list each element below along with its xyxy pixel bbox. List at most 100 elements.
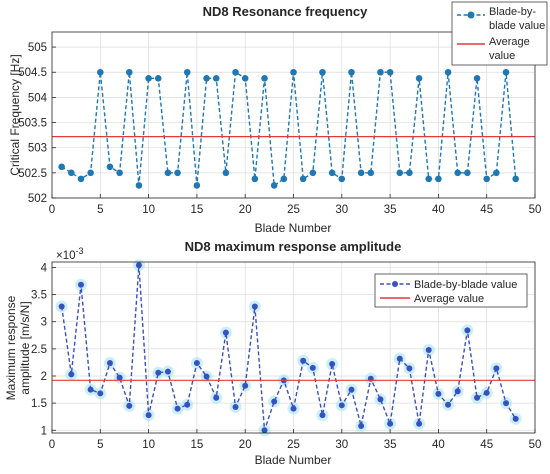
- x-tick-label: 0: [49, 439, 55, 451]
- y-tick-label: 504: [28, 92, 48, 104]
- x-tick-label: 40: [432, 439, 445, 451]
- data-point: [251, 303, 258, 310]
- y-tick-label: 2: [41, 371, 47, 383]
- legend-series-average-label: Average value: [414, 293, 484, 305]
- x-tick-label: 20: [239, 204, 252, 216]
- data-point: [174, 169, 181, 177]
- data-point: [106, 359, 113, 366]
- data-point: [348, 386, 355, 393]
- data-point: [183, 68, 191, 76]
- x-tick-label: 10: [142, 439, 155, 451]
- data-point: [106, 163, 114, 171]
- data-point: [213, 394, 220, 401]
- data-point: [145, 74, 152, 82]
- data-point: [271, 398, 278, 405]
- x-tick-label: 20: [239, 439, 252, 451]
- data-point: [503, 400, 510, 407]
- x-tick-label: 5: [97, 439, 103, 451]
- data-point: [203, 74, 210, 82]
- data-point: [77, 175, 85, 183]
- x-tick-label: 10: [142, 204, 155, 216]
- y-tick-label: 3.5: [31, 290, 47, 302]
- data-point: [58, 303, 65, 310]
- chart-amplitude-ylabel-line-2: amplitude [m/s/N]: [18, 301, 32, 394]
- x-tick-label: 50: [529, 204, 542, 216]
- data-point: [357, 169, 365, 177]
- chart-frequency-title: ND8 Resonance frequency: [203, 4, 368, 19]
- chart-amplitude-ylabel-group: Maximum response amplitude [m/s/N]: [4, 295, 32, 400]
- x-tick-label: 25: [287, 204, 300, 216]
- chart-frequency-ylabel: Critical Frequency [Hz]: [8, 54, 22, 175]
- chart-amplitude-xlabel: Blade Number: [255, 453, 332, 467]
- data-point: [406, 169, 413, 177]
- y-tick-label: 505: [28, 42, 47, 54]
- y-tick-label: 503: [28, 143, 47, 155]
- data-point: [464, 327, 471, 334]
- data-point: [435, 390, 442, 397]
- y-tick-label: 1.5: [31, 398, 47, 410]
- data-point: [184, 401, 191, 408]
- y-tick-label: 504.5: [18, 67, 47, 79]
- data-point: [222, 329, 229, 336]
- data-point: [444, 68, 452, 76]
- data-point: [348, 68, 355, 76]
- x-tick-label: 15: [191, 439, 204, 451]
- data-point: [174, 405, 181, 412]
- chart-amplitude-exponent: ×10-3: [56, 246, 84, 262]
- data-point: [415, 74, 423, 82]
- data-point: [203, 373, 210, 380]
- data-point: [97, 68, 104, 76]
- data-point: [454, 388, 461, 395]
- data-point: [241, 74, 249, 82]
- data-point: [435, 175, 442, 183]
- data-point: [474, 394, 481, 401]
- data-point: [280, 175, 288, 183]
- y-tick-label: 4: [41, 262, 48, 274]
- data-point: [77, 281, 84, 288]
- data-point: [87, 169, 94, 177]
- data-point: [193, 359, 200, 366]
- chart-amplitude-legend: Blade-by-blade value Average value: [374, 273, 528, 308]
- data-point: [473, 74, 481, 82]
- series-line-blade: [61, 71, 517, 187]
- data-point: [377, 68, 384, 76]
- data-point: [464, 169, 471, 177]
- data-point: [164, 169, 172, 177]
- y-tick-label: 1: [41, 425, 47, 437]
- data-point: [290, 68, 297, 76]
- data-point: [502, 68, 510, 76]
- chart-amplitude-title: ND8 maximum response amplitude: [185, 239, 402, 254]
- x-tick-label: 30: [335, 204, 348, 216]
- data-point: [261, 427, 268, 434]
- chart-frequency-ticks: 0 5 10 15 20 25 30 35 40 45 50 502 502.5 503 503.5 504 5…: [18, 42, 541, 216]
- data-point: [135, 182, 143, 189]
- data-point: [396, 169, 404, 177]
- x-tick-label: 35: [384, 204, 397, 216]
- x-tick-label: 0: [49, 204, 55, 216]
- data-point: [222, 169, 230, 177]
- data-point: [309, 364, 316, 371]
- data-point: [145, 412, 152, 419]
- y-tick-label: 502: [28, 193, 47, 205]
- data-point: [126, 402, 133, 409]
- data-point: [387, 420, 394, 427]
- data-point: [338, 402, 345, 409]
- data-point: [242, 382, 249, 389]
- data-point: [493, 365, 500, 372]
- data-point: [155, 369, 162, 376]
- data-point: [97, 390, 104, 397]
- chart-amplitude-ylabel-line-1: Maximum response: [4, 295, 18, 400]
- legend-series-blade-marker: [392, 281, 398, 287]
- data-point: [68, 371, 75, 378]
- data-point: [319, 68, 326, 76]
- data-point: [261, 74, 268, 82]
- data-point: [396, 355, 403, 362]
- x-tick-label: 45: [480, 204, 493, 216]
- x-tick-label: 45: [480, 439, 493, 451]
- data-point: [445, 401, 452, 408]
- legend-series-blade-label: Blade-by-blade value: [414, 279, 517, 291]
- data-point: [154, 74, 162, 82]
- data-point: [377, 396, 384, 403]
- chart-amplitude-ticks: 0 5 10 15 20 25 30 35 40 45 50 1 1.5 2 2.5 3 3.5 4: [31, 262, 541, 451]
